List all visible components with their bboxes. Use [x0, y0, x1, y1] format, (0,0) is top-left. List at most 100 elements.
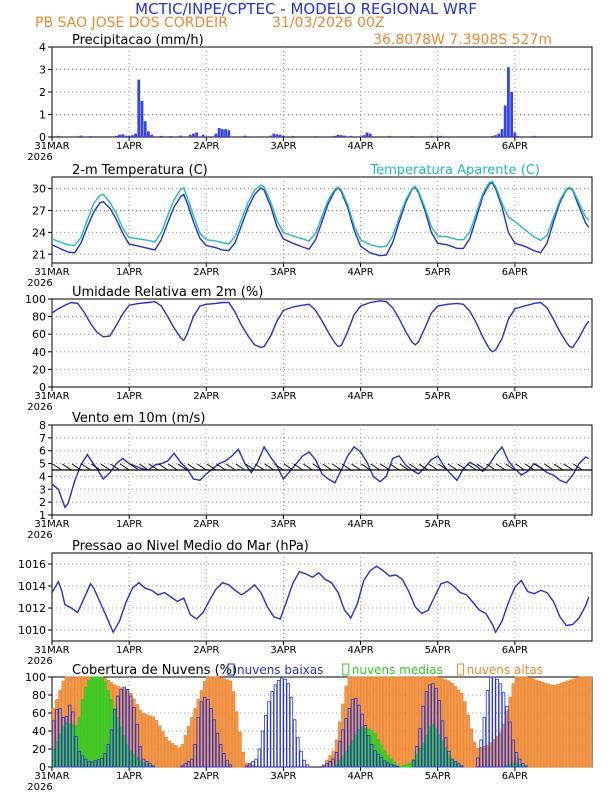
y-tick-label: 24 — [32, 226, 46, 239]
x-tick-label: 4APR — [347, 519, 373, 530]
cloud-bar-nuvens-baixas — [347, 708, 352, 768]
precip-bar — [130, 135, 134, 137]
cloud-bar-nuvens-baixas — [427, 684, 432, 768]
y-tick-label: 40 — [32, 725, 46, 738]
x-tick-label: 4APR — [347, 771, 373, 782]
cloud-bar-nuvens-baixas — [247, 763, 252, 768]
series-line — [51, 565, 590, 634]
cloud-bar-nuvens-baixas — [251, 760, 255, 768]
x-tick-label: 4APR — [347, 645, 373, 656]
wind-barb — [467, 463, 477, 471]
cloud-bar-nuvens-baixas — [138, 746, 143, 768]
y-tick-label: 60 — [32, 707, 46, 720]
cloud-bar-nuvens-altas — [582, 676, 586, 768]
cloud-bar-nuvens-altas — [579, 676, 583, 768]
x-tick-label: 1APR — [116, 391, 142, 402]
cloud-bar-nuvens-altas — [183, 735, 188, 768]
cloud-bar-nuvens-baixas — [431, 683, 435, 768]
x-tick-label: 1APR — [116, 267, 142, 278]
panel-title: Vento em 10m (m/s) — [72, 411, 205, 426]
wind-barb — [216, 463, 226, 471]
cloud-bar-nuvens-baixas — [421, 705, 425, 768]
x-year-label: 2026 — [27, 402, 52, 413]
precip-bar — [179, 135, 182, 137]
x-tick-label: 6APR — [502, 519, 528, 530]
wind-barb — [187, 463, 197, 471]
cloud-bar-nuvens-altas — [566, 680, 570, 768]
precip-bar — [253, 136, 256, 137]
series-label-apparent: Temperatura Aparente (C) — [369, 163, 540, 178]
legend-label: nuvens medias — [352, 663, 443, 677]
cloud-bar-nuvens-altas — [524, 676, 528, 768]
cloud-bar-nuvens-baixas — [228, 764, 233, 768]
cloud-bar-nuvens-altas — [402, 676, 406, 768]
legend-label: nuvens altas — [467, 663, 543, 677]
cloud-bar-nuvens-altas — [231, 691, 236, 768]
cloud-bar-nuvens-baixas — [58, 708, 62, 768]
cloud-bar-nuvens-altas — [456, 689, 461, 768]
cloud-bar-nuvens-baixas — [84, 758, 88, 768]
panel-3: 0 20 40 60 80 100 31MAR 1APR 2APR 3APR 4APR 5APR 6AP… — [25, 285, 593, 413]
precip-bar — [513, 132, 517, 137]
cloud-bar-nuvens-baixas — [292, 719, 297, 768]
wind-barb — [206, 463, 217, 471]
cloud-bar-nuvens-baixas — [321, 765, 326, 768]
precip-bar — [169, 136, 173, 137]
cloud-bar-nuvens-baixas — [479, 739, 483, 768]
precip-bar — [269, 135, 272, 137]
cloud-bar-nuvens-baixas — [244, 765, 249, 768]
y-tick-label: 80 — [32, 311, 46, 324]
precip-bar — [272, 133, 276, 137]
y-tick-label: 0 — [39, 131, 46, 144]
precip-bar — [336, 134, 340, 137]
wind-barb — [544, 463, 554, 471]
wind-barb — [81, 463, 91, 471]
x-tick-label: 6APR — [502, 645, 528, 656]
x-tick-label: 5APR — [425, 771, 451, 782]
cloud-bar-nuvens-baixas — [61, 717, 65, 768]
wind-barb — [52, 463, 62, 471]
cloud-bar-nuvens-baixas — [190, 758, 194, 768]
precip-bar — [127, 135, 131, 137]
panel-1: 0 1 2 3 4 31MAR 1APR 2APR 3APR 4APR 5APR 6APR 2026 Pr… — [27, 33, 593, 163]
cloud-bar-nuvens-baixas — [196, 717, 200, 768]
x-tick-label: 2APR — [193, 771, 219, 782]
cloud-bar-nuvens-baixas — [379, 757, 384, 768]
cloud-bar-nuvens-baixas — [148, 763, 152, 768]
y-tick-label: 2 — [39, 496, 46, 509]
x-tick-label: 1APR — [116, 645, 142, 656]
panel-title: Cobertura de Nuvens (%) — [72, 663, 237, 678]
cloud-bar-nuvens-baixas — [145, 760, 149, 768]
cloud-bar-nuvens-medias — [87, 679, 91, 768]
x-tick-label: 3APR — [270, 391, 296, 402]
precip-bar — [339, 135, 343, 137]
x-tick-label: 2APR — [193, 267, 219, 278]
cloud-bar-nuvens-altas — [546, 683, 551, 768]
x-tick-label: 2APR — [193, 519, 219, 530]
cloud-bar-nuvens-altas — [472, 741, 477, 768]
x-tick-label: 2APR — [193, 391, 219, 402]
cloud-bar-nuvens-baixas — [354, 697, 358, 768]
wind-barb — [486, 463, 496, 471]
cloud-bar-nuvens-altas — [399, 676, 403, 768]
cloud-bar-nuvens-baixas — [55, 709, 59, 768]
x-year-label: 2026 — [27, 782, 52, 792]
cloud-bar-nuvens-altas — [460, 692, 464, 768]
x-tick-label: 6APR — [502, 771, 528, 782]
cloud-bar-nuvens-baixas — [132, 706, 136, 768]
x-tick-label: 3APR — [270, 771, 296, 782]
precip-bar — [494, 135, 497, 137]
wind-barb — [505, 463, 516, 471]
cloud-bar-nuvens-baixas — [363, 724, 368, 768]
y-tick-label: 1016 — [18, 558, 46, 571]
cloud-bar-nuvens-altas — [395, 676, 400, 768]
cloud-bar-nuvens-altas — [177, 747, 181, 768]
wind-barb — [409, 463, 419, 471]
legend-label: nuvens baixas — [237, 663, 323, 677]
precip-bar — [147, 131, 150, 137]
cloud-bar-nuvens-altas — [164, 736, 168, 768]
cloud-bar-nuvens-baixas — [418, 728, 422, 768]
wind-barb — [370, 463, 381, 471]
wind-barb — [495, 463, 506, 471]
precip-bar — [362, 135, 366, 137]
